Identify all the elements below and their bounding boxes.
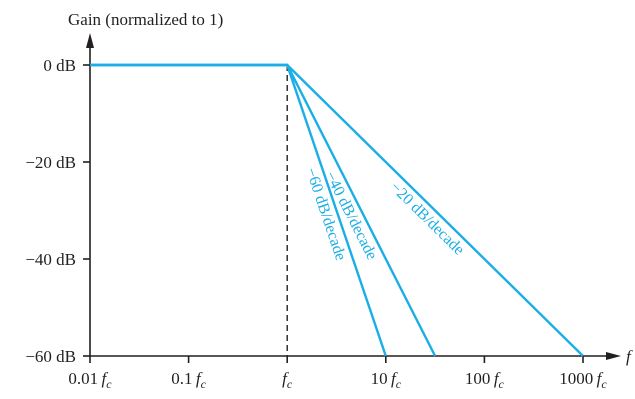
x-tick-label: 0.1 fc bbox=[171, 369, 206, 391]
y-tick-label: −20 dB bbox=[25, 153, 76, 172]
axes bbox=[83, 33, 621, 363]
x-tick-label: 100 fc bbox=[465, 369, 505, 391]
series-label: −20 dB/decade bbox=[387, 179, 468, 259]
y-tick-label: −40 dB bbox=[25, 250, 76, 269]
y-axis-title: Gain (normalized to 1) bbox=[68, 10, 223, 29]
x-tick-label: fc bbox=[282, 369, 293, 391]
series-line bbox=[90, 63, 437, 357]
y-axis-arrow bbox=[86, 33, 94, 48]
series-group: −20 dB/decade−40 dB/decade−60 dB/decade bbox=[90, 63, 584, 357]
y-tick-label: −60 dB bbox=[25, 347, 76, 366]
x-tick-label: 0.01 fc bbox=[68, 369, 112, 391]
tick-labels: 0 dB −20 dB −40 dB −60 dB 0.01 fc 0.1 fc fc 10 … bbox=[25, 56, 607, 391]
x-axis-arrow bbox=[606, 352, 621, 360]
x-tick-label: 1000 fc bbox=[559, 369, 607, 391]
series-line bbox=[90, 63, 387, 357]
y-tick-label: 0 dB bbox=[43, 56, 76, 75]
x-tick-label: 10 fc bbox=[371, 369, 402, 391]
x-axis-title: f bbox=[626, 347, 633, 366]
